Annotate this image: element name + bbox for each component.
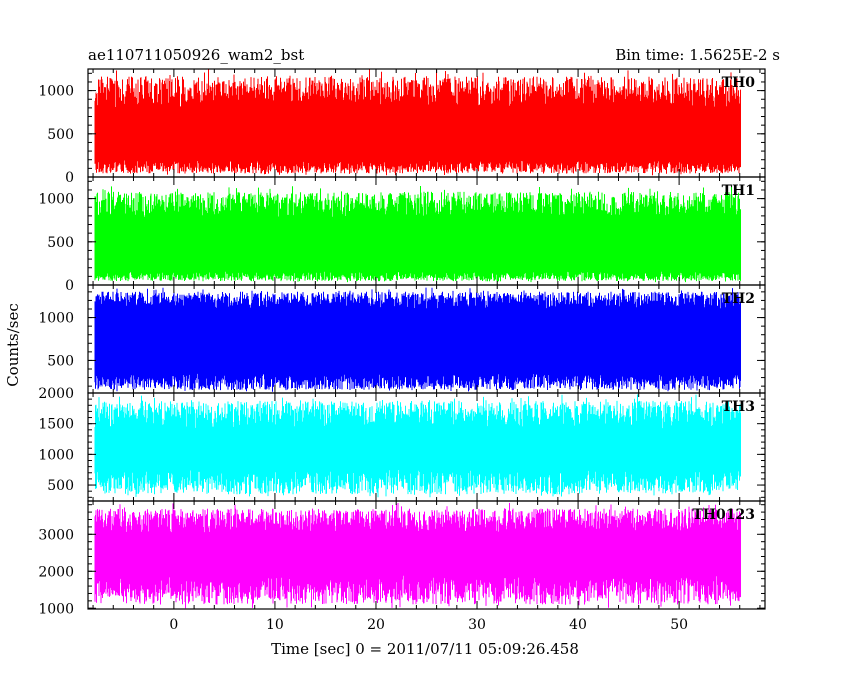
panel-th3: 500 1000 1500 2000 TH3 xyxy=(38,386,766,502)
panel-th0123: 1000 2000 3000 TH0123 xyxy=(38,500,766,617)
panel-th2: 500 1000 TH2 xyxy=(38,284,766,394)
chart-title-right: Bin time: 1.5625E-2 s xyxy=(615,46,780,64)
series-trace-th1 xyxy=(94,186,741,283)
y-tick-label: 0 xyxy=(65,170,74,186)
y-tick-label: 2000 xyxy=(38,386,74,402)
x-axis-label: Time [sec] 0 = 2011/07/11 05:09:26.458 xyxy=(271,640,579,658)
panel-th1: 0 500 1000 TH1 xyxy=(38,176,766,294)
y-tick-label: 1000 xyxy=(38,601,74,617)
x-tick-label: 20 xyxy=(367,617,385,633)
band-label: TH1 xyxy=(722,183,755,199)
series-trace-th0123 xyxy=(94,502,741,609)
y-tick-label: 1000 xyxy=(38,447,74,463)
x-tick-label: 50 xyxy=(670,617,688,633)
y-tick-label: 500 xyxy=(47,235,74,251)
y-tick-label: 2000 xyxy=(38,564,74,580)
y-tick-label: 3000 xyxy=(38,527,74,543)
y-tick-label: 1500 xyxy=(38,417,74,433)
band-label: TH0123 xyxy=(692,507,755,523)
series-trace-th3 xyxy=(94,394,741,498)
band-label: TH2 xyxy=(722,291,755,307)
y-tick-label: 1000 xyxy=(38,311,74,327)
y-tick-label: 500 xyxy=(47,353,74,369)
y-tick-label: 500 xyxy=(47,127,74,143)
y-axis-label: Counts/sec xyxy=(4,303,22,387)
chart-title-left: ae110711050926_wam2_bst xyxy=(88,46,304,64)
x-tick-label: 30 xyxy=(468,617,486,633)
x-tick-label: 0 xyxy=(169,617,178,633)
y-tick-label: 1000 xyxy=(38,84,74,100)
panel-frame xyxy=(87,500,766,610)
series-trace-th0 xyxy=(94,69,741,176)
y-tick-label: 500 xyxy=(47,478,74,494)
x-tick-label: 40 xyxy=(569,617,587,633)
y-tick-label: 0 xyxy=(65,278,74,294)
panel-th0: 0 500 1000 TH0 xyxy=(38,68,766,186)
band-label: TH3 xyxy=(722,399,755,415)
x-tick-label: 10 xyxy=(266,617,284,633)
y-tick-label: 1000 xyxy=(38,192,74,208)
panels-group: 05001000TH005001000TH15001000TH250010001… xyxy=(38,68,766,633)
band-label: TH0 xyxy=(722,75,756,91)
series-trace-th2 xyxy=(94,287,741,392)
